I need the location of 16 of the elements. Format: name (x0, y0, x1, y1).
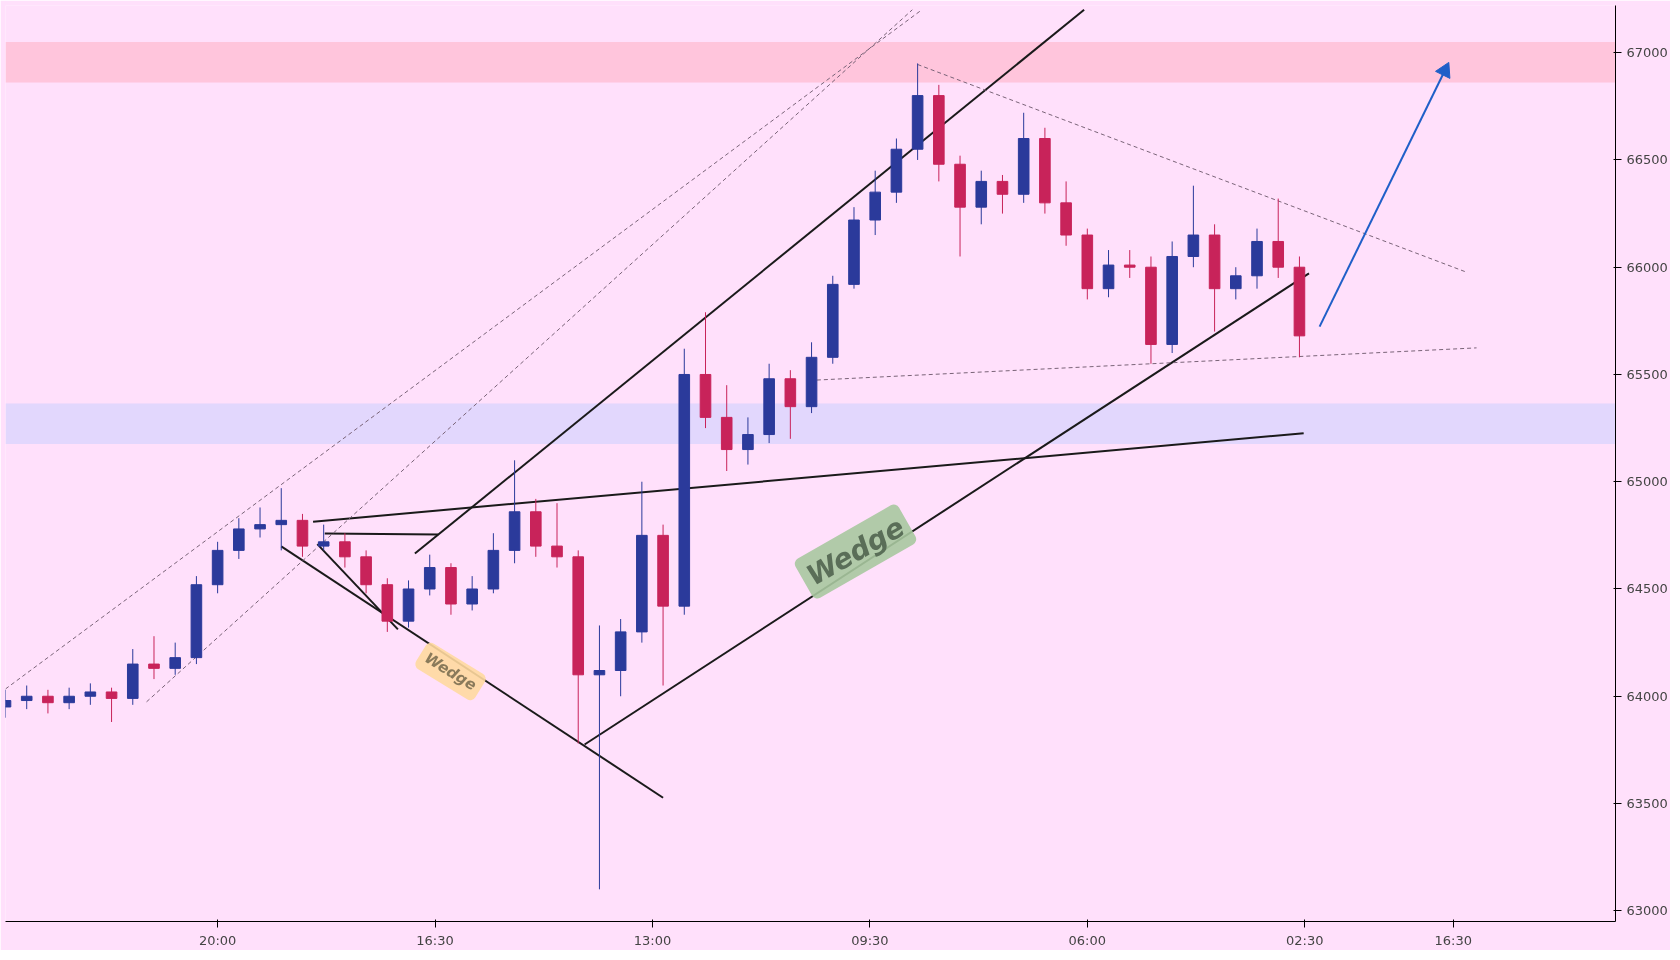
y-tick-label: 64500 (1626, 581, 1668, 597)
x-tick-label: 16:30 (416, 932, 454, 948)
x-tick-label: 02:30 (1286, 932, 1324, 948)
x-tick-label: 20:00 (198, 932, 237, 948)
x-tick-label: 09:30 (851, 932, 889, 948)
y-tick-label: 67000 (1626, 45, 1668, 61)
y-tick-label: 65000 (1626, 474, 1668, 490)
y-tick-label: 66500 (1626, 152, 1668, 168)
y-tick-label: 65500 (1626, 366, 1668, 382)
y-tick-label: 66000 (1626, 259, 1668, 275)
x-tick-label: 06:00 (1068, 932, 1107, 948)
y-tick-label: 63000 (1626, 903, 1668, 919)
x-tick-label: 13:00 (633, 932, 672, 948)
y-tick-label: 64000 (1626, 688, 1668, 704)
y-tick-label: 63500 (1626, 796, 1668, 812)
x-tick-label: 16:30 (1434, 932, 1472, 948)
